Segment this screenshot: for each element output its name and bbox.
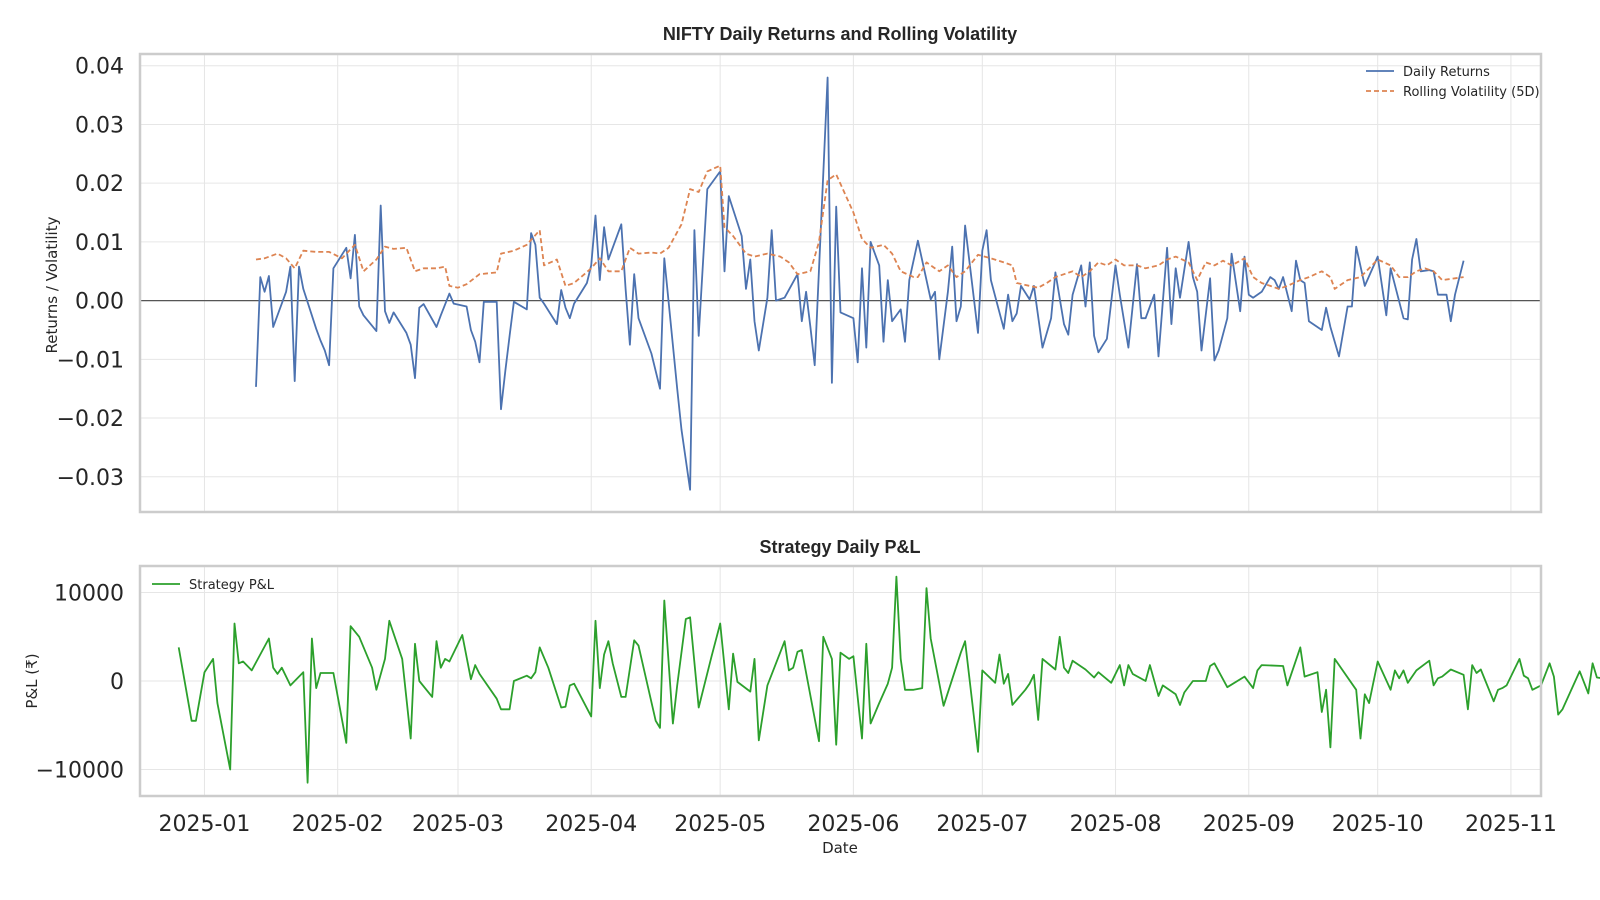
series-line-rolling-volatility-5d [255,164,1464,290]
y-tick-label: 0.04 [75,55,124,80]
series-line-strategy-p-l [177,575,1600,784]
y-tick-labels: −10000 0 10000 [36,582,124,784]
grid [140,566,1541,796]
x-tick-label: 2025-04 [545,812,637,837]
y-tick-label: −0.02 [57,407,124,432]
series-lines [177,575,1600,784]
plot-frame [138,52,1543,514]
x-axis-label: Date [822,839,858,857]
series-lines [255,76,1465,491]
x-tick-label: 2025-11 [1465,812,1557,837]
chart-title: Strategy Daily P&L [759,537,920,557]
x-tick-label: 2025-06 [807,812,899,837]
x-tick-labels: 2025-01 2025-02 2025-03 2025-04 2025-05 2025-… [159,812,1557,837]
y-tick-label: 0.00 [75,290,124,315]
x-tick-label: 2025-09 [1203,812,1295,837]
y-axis-label: Returns / Volatility [43,216,61,353]
y-tick-labels: −0.03 −0.02 −0.01 0.00 0.01 0.02 0.03 0.04 [57,55,124,491]
y-tick-label: 0 [110,670,124,695]
x-tick-label: 2025-03 [412,812,504,837]
plot-frame [138,564,1543,798]
y-tick-label: 0.01 [75,231,124,256]
y-tick-label: −0.01 [57,348,124,373]
y-tick-label: 0.03 [75,113,124,138]
x-tick-label: 2025-05 [674,812,766,837]
x-tick-label: 2025-07 [936,812,1028,837]
returns-volatility-panel: NIFTY Daily Returns and Rolling Volatili… [43,24,1543,514]
legend-label: Strategy P&L [189,578,275,593]
y-tick-label: −10000 [36,758,124,783]
y-tick-label: 10000 [54,582,124,607]
grid [140,54,1541,512]
y-tick-label: 0.02 [75,172,124,197]
x-tick-label: 2025-01 [159,812,251,837]
series-line-daily-returns [255,76,1465,491]
legend-label: Rolling Volatility (5D) [1403,85,1540,100]
x-tick-label: 2025-10 [1332,812,1424,837]
x-tick-label: 2025-02 [292,812,384,837]
legend: Daily Returns Rolling Volatility (5D) [1366,65,1540,100]
chart-title: NIFTY Daily Returns and Rolling Volatili… [663,24,1017,44]
y-tick-label: −0.03 [57,466,124,491]
legend: Strategy P&L [152,578,275,593]
y-axis-label: P&L (₹) [23,653,41,708]
strategy-pnl-panel: Strategy Daily P&L P&L (₹) −10000010000 … [23,537,1600,857]
legend-label: Daily Returns [1403,65,1490,80]
x-tick-label: 2025-08 [1070,812,1162,837]
